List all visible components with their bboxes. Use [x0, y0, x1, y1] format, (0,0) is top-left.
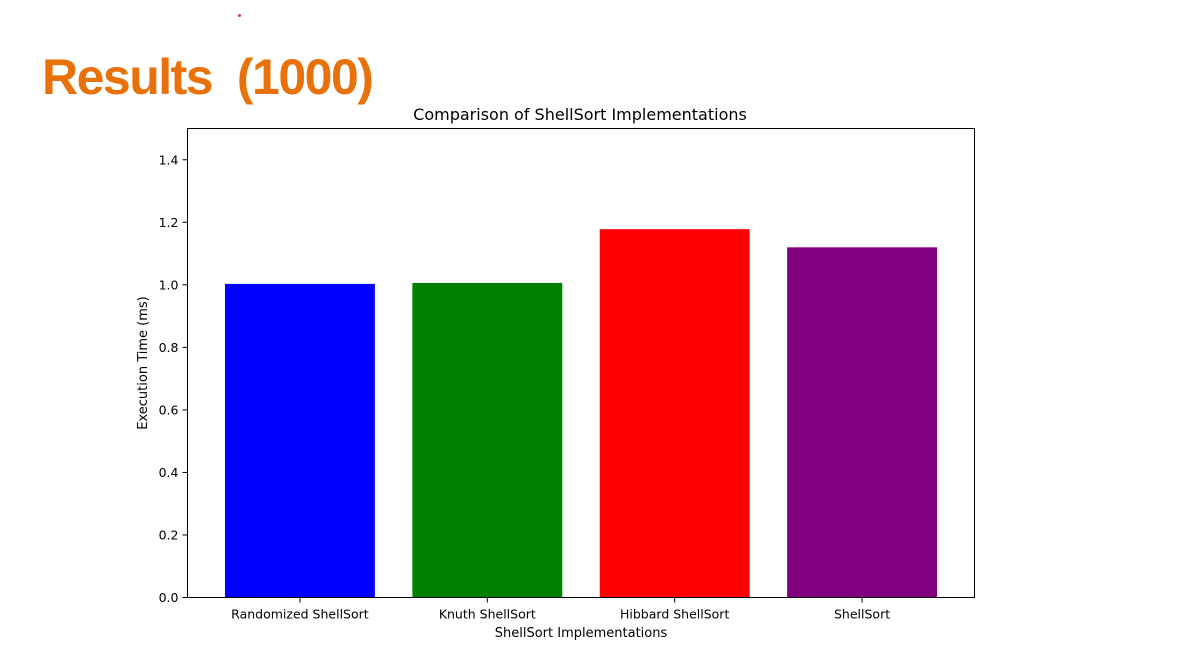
bars-group — [224, 229, 938, 598]
x-axis-label: ShellSort Implementations — [495, 626, 668, 641]
y-tick-label: 0.0 — [159, 590, 179, 605]
y-tick-label: 0.4 — [159, 465, 179, 480]
x-tick-label: Knuth ShellSort — [439, 607, 536, 622]
decorative-dot — [238, 14, 241, 17]
y-tick-label: 0.6 — [159, 402, 179, 417]
y-tick-label: 1.2 — [159, 215, 179, 230]
plot-frame — [187, 128, 975, 598]
x-tick-label: ShellSort — [834, 607, 890, 622]
chart-title: Comparison of ShellSort Implementations — [413, 105, 747, 124]
y-tick-label: 0.8 — [159, 340, 179, 355]
x-tick-label: Randomized ShellSort — [231, 607, 369, 622]
y-tick-label: 0.2 — [159, 527, 179, 542]
bar — [599, 229, 750, 598]
bar — [412, 282, 563, 598]
y-tick-label: 1.4 — [159, 152, 179, 167]
y-tick-label: 1.0 — [159, 277, 179, 292]
y-axis: 0.0 0.2 0.4 0.6 0.8 1.0 1.2 1.4 — [159, 152, 188, 605]
x-axis: Randomized ShellSort Knuth ShellSort Hibba… — [231, 597, 890, 622]
bar — [224, 283, 375, 598]
x-tick-label: Hibbard ShellSort — [620, 607, 729, 622]
slide-title: Results (1000) — [42, 49, 374, 105]
y-axis-label: Execution Time (ms) — [136, 296, 151, 429]
bar — [787, 247, 938, 598]
